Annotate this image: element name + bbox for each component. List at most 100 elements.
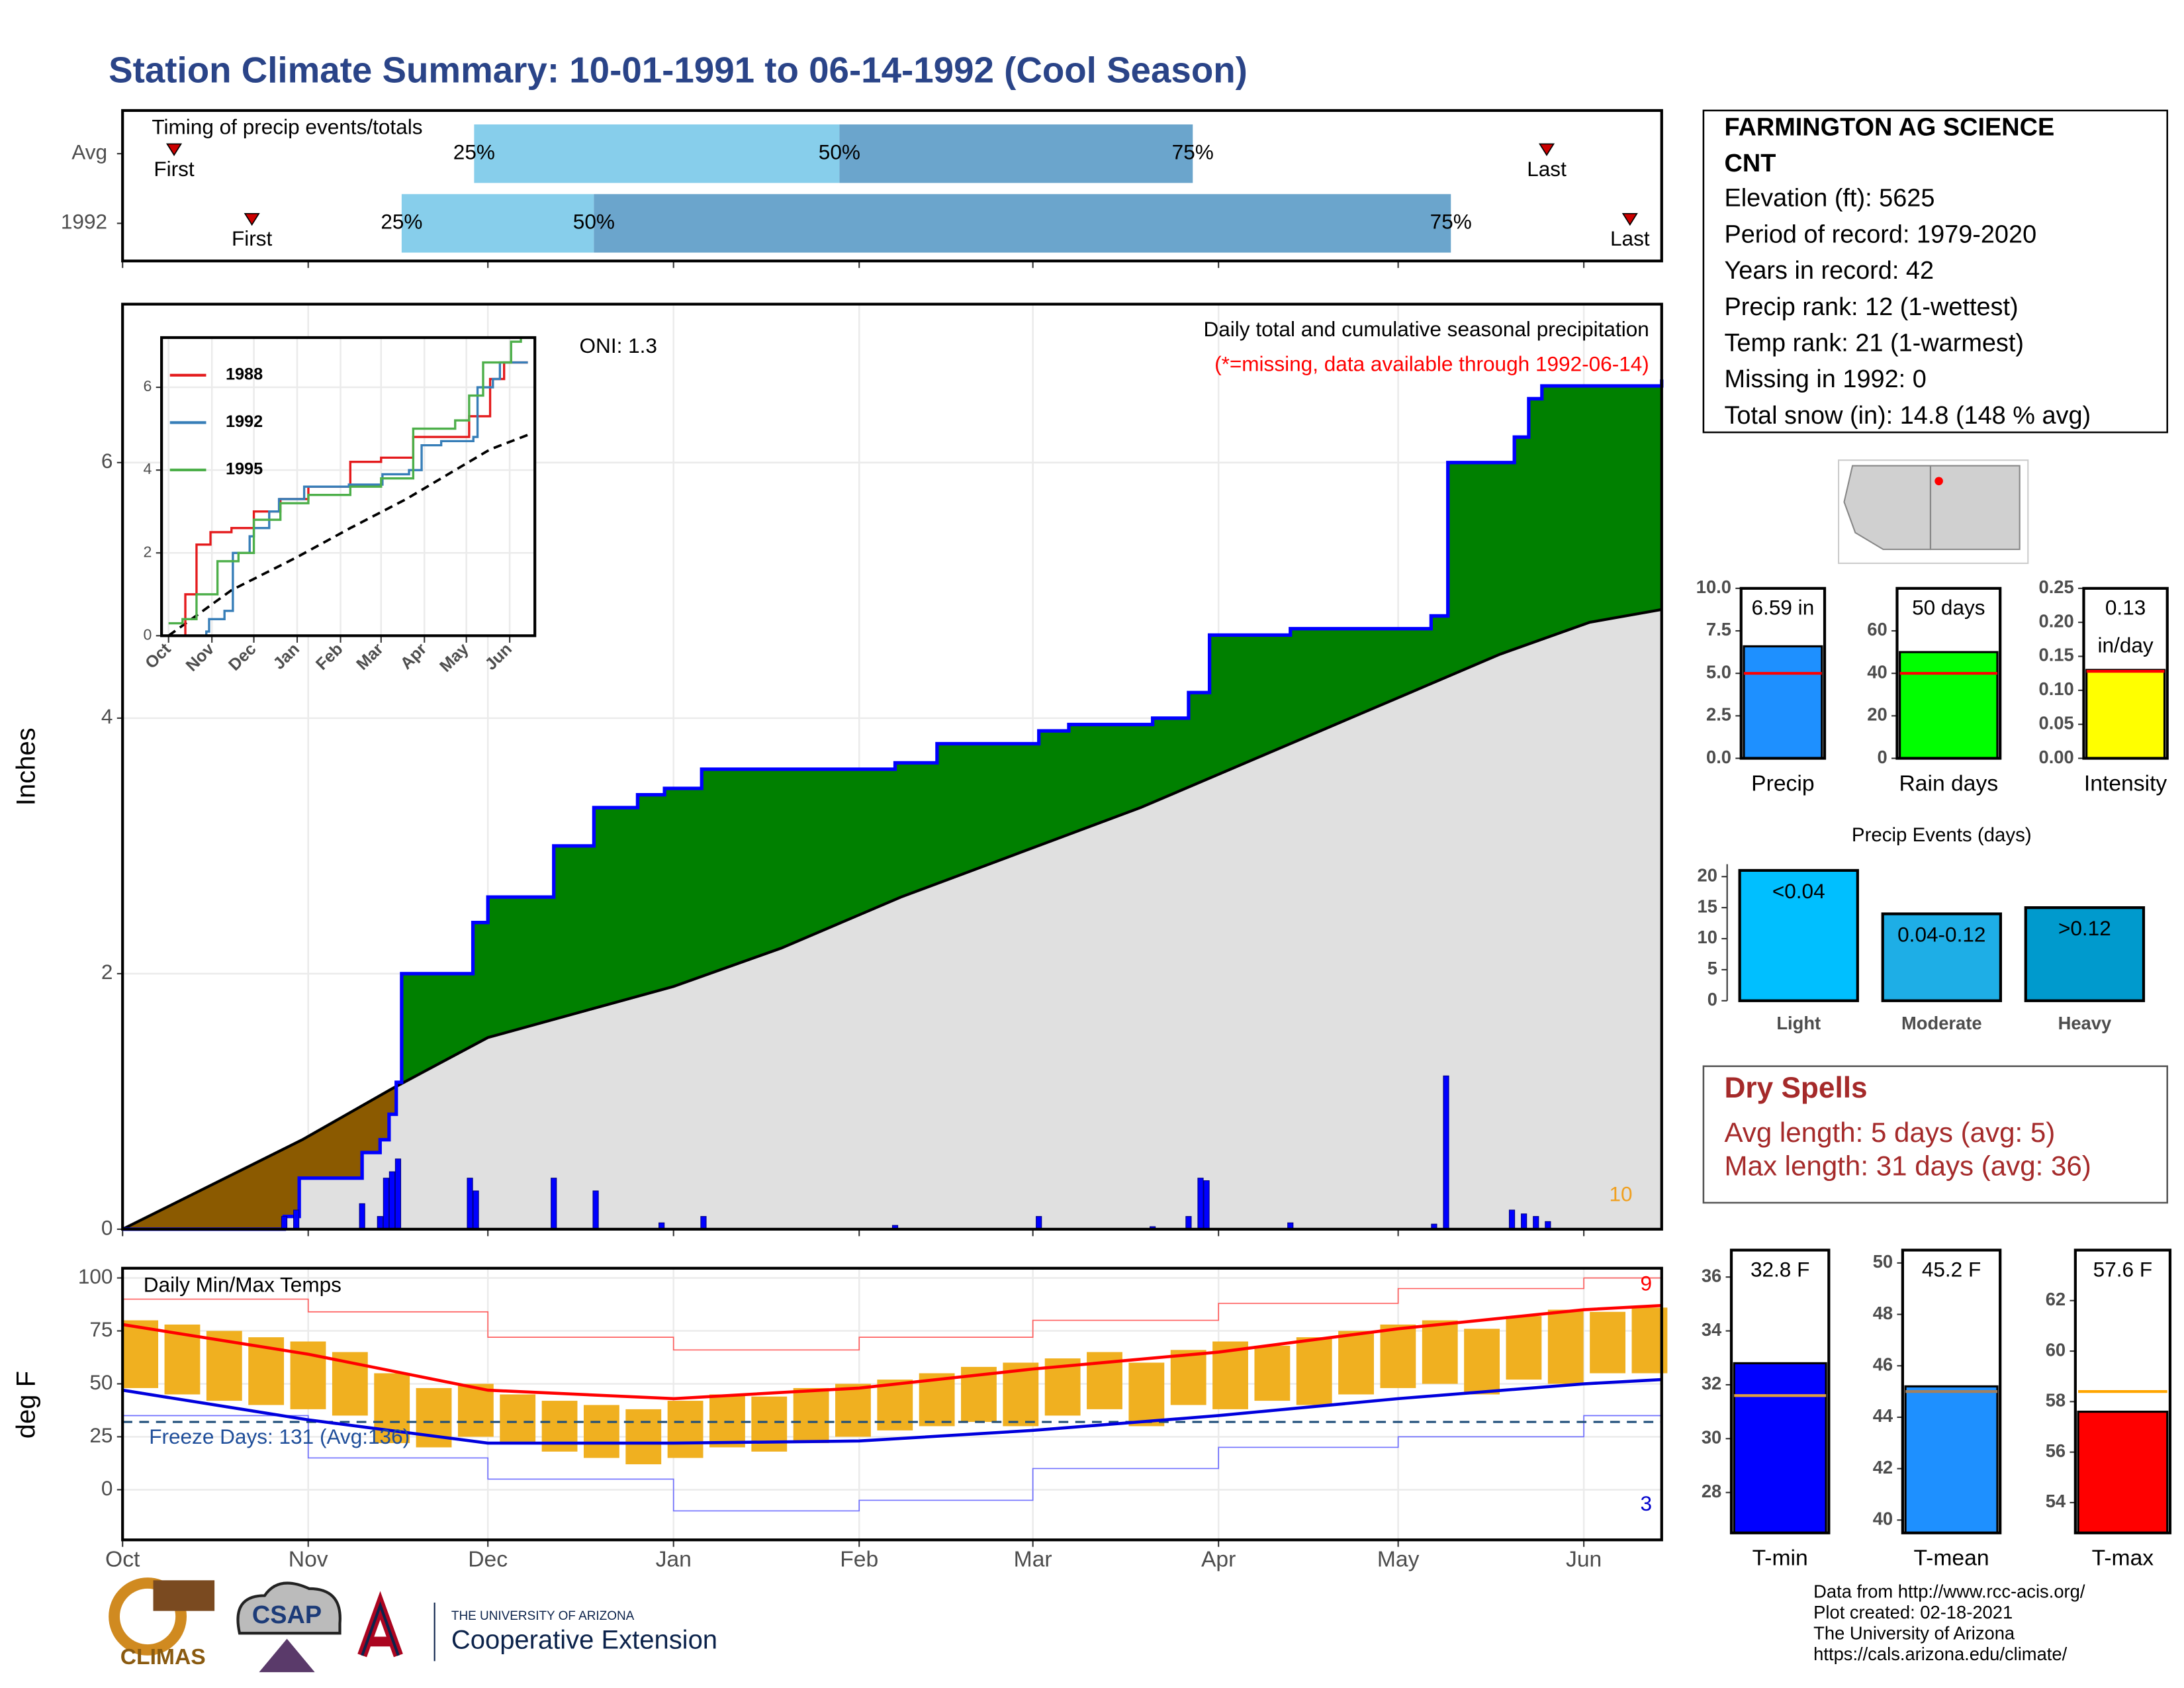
y-tick-label: 42 [1873,1457,1893,1477]
bar-label: 0.04-0.12 [1897,923,1985,947]
y-tick-label: 0 [1707,989,1717,1009]
station-line: Total snow (in): 14.8 (148 % avg) [1724,402,2091,430]
legend-label: 1995 [226,460,263,479]
daily-bar [1508,1209,1516,1230]
logos: CLIMAS CSAP THE UNIVERSITY OF ARIZONA Co… [109,1577,717,1673]
temp-bar [1338,1331,1374,1395]
x-tick-label: Feb [840,1548,878,1572]
timing-bar [839,124,1193,183]
y-tick-label: 56 [2046,1440,2066,1461]
y-tick-label: 0.00 [2039,747,2074,767]
y-tick-label: 46 [1873,1354,1893,1374]
state-new-mexico [1929,465,2021,550]
x-tick-label: Oct [105,1548,140,1572]
cumulative-line [122,379,1664,1231]
y-tick-label: 60 [2046,1339,2066,1360]
temp-bar [1506,1316,1542,1380]
x-tick-label: Precip [1751,771,1814,796]
temp-bar [1422,1320,1458,1384]
climas-emblem [153,1580,215,1611]
temp-bar [122,1320,159,1388]
event-label: First [154,157,195,181]
daily-bar [592,1190,599,1230]
y-tick-label: 0.20 [2039,610,2074,631]
timing-bar [594,194,1451,253]
event-marker [165,143,183,156]
daily-bar [383,1178,389,1230]
value-label: 0.13 [2105,596,2146,620]
y-axis-label: Inches [12,727,41,806]
x-tick-label: Light [1776,1013,1821,1033]
avg-min-line [122,1378,1662,1445]
temp-bar [1547,1309,1584,1384]
daily-bar [388,1171,396,1230]
y-tick-label: 7.5 [1706,619,1731,639]
value-label: 57.6 F [2093,1257,2152,1281]
footer-line: The University of Arizona [1813,1623,2015,1644]
event-label: First [232,226,273,250]
ua-logo [361,1601,400,1656]
bar [2085,669,2166,760]
x-tick-label: Dec [468,1548,508,1572]
temp-bar [709,1394,745,1448]
y-tick-label: 30 [1702,1427,1721,1448]
y-axis-label: deg F [12,1371,41,1438]
quantile-label: 75% [1172,140,1214,164]
y-tick-label: 0.05 [2039,712,2074,733]
temp-bar [1380,1324,1416,1388]
temp-bar [835,1383,871,1437]
y-tick-label: 58 [2046,1390,2066,1411]
plot-frame [2073,1248,2172,1534]
y-tick-label: 36 [1702,1265,1721,1286]
y-tick-label: 10 [1698,927,1717,947]
value-label: 6.59 in [1752,596,1815,620]
value-label: 32.8 F [1751,1257,1809,1281]
average-line [167,434,529,637]
plot-frame [121,109,1663,263]
value-label: 45.2 F [1922,1257,1981,1281]
x-tick-label: Jun [1566,1548,1602,1572]
chart-title: Precip Events (days) [1852,824,2032,846]
quantile-label: 25% [453,140,495,164]
value-label: 50 days [1912,596,1985,620]
row-label: 1992 [61,210,107,234]
bar [1904,1385,1999,1534]
event-count: 10 [1609,1182,1632,1206]
series-line [168,337,522,625]
record-min-line [122,1409,1662,1512]
y-tick-label: 40 [1867,661,1887,682]
y-tick-label: 75 [89,1317,113,1341]
station-line: Period of record: 1979-2020 [1724,220,2036,248]
climas-emblem [109,1577,187,1656]
daily-bar [1533,1216,1539,1230]
quantile-label: 75% [1430,210,1472,234]
y-tick-label: 5.0 [1706,661,1731,682]
logo-text: CLIMAS [120,1645,206,1669]
y-tick-label: 25 [89,1423,113,1447]
logo-text: THE UNIVERSITY OF ARIZONA [451,1609,635,1623]
y-tick-label: 60 [1867,619,1887,639]
plot-frame [121,303,1663,1231]
csap-mountain [259,1638,315,1673]
timing-bar [401,194,594,253]
plot-frame [1739,586,1827,760]
timing-bar [474,124,840,183]
series-line [168,361,528,637]
map [1838,459,2029,564]
footer-line: https://cals.arizona.edu/climate/ [1813,1644,2067,1664]
y-tick-label: 4 [101,704,113,728]
plot-frame [2082,586,2169,760]
event-marker [244,212,260,226]
temp-bar [1254,1345,1291,1401]
y-tick-label: 62 [2046,1289,2066,1309]
chart-subtitle: Daily total and cumulative seasonal prec… [1203,317,1649,341]
x-tick-label: Heavy [2058,1013,2112,1033]
footer-line: Data from http://www.rcc-acis.org/ [1813,1581,2085,1601]
daily-bar [359,1203,365,1230]
y-tick-label: 0.10 [2039,679,2074,699]
x-tick-label: T-min [1752,1546,1808,1571]
dry-spell-line: Max length: 31 days (avg: 36) [1724,1150,2091,1181]
y-tick-label: 2.5 [1706,704,1731,725]
bar [1733,1362,1827,1534]
missing-note: (*=missing, data available through 1992-… [1214,352,1649,375]
